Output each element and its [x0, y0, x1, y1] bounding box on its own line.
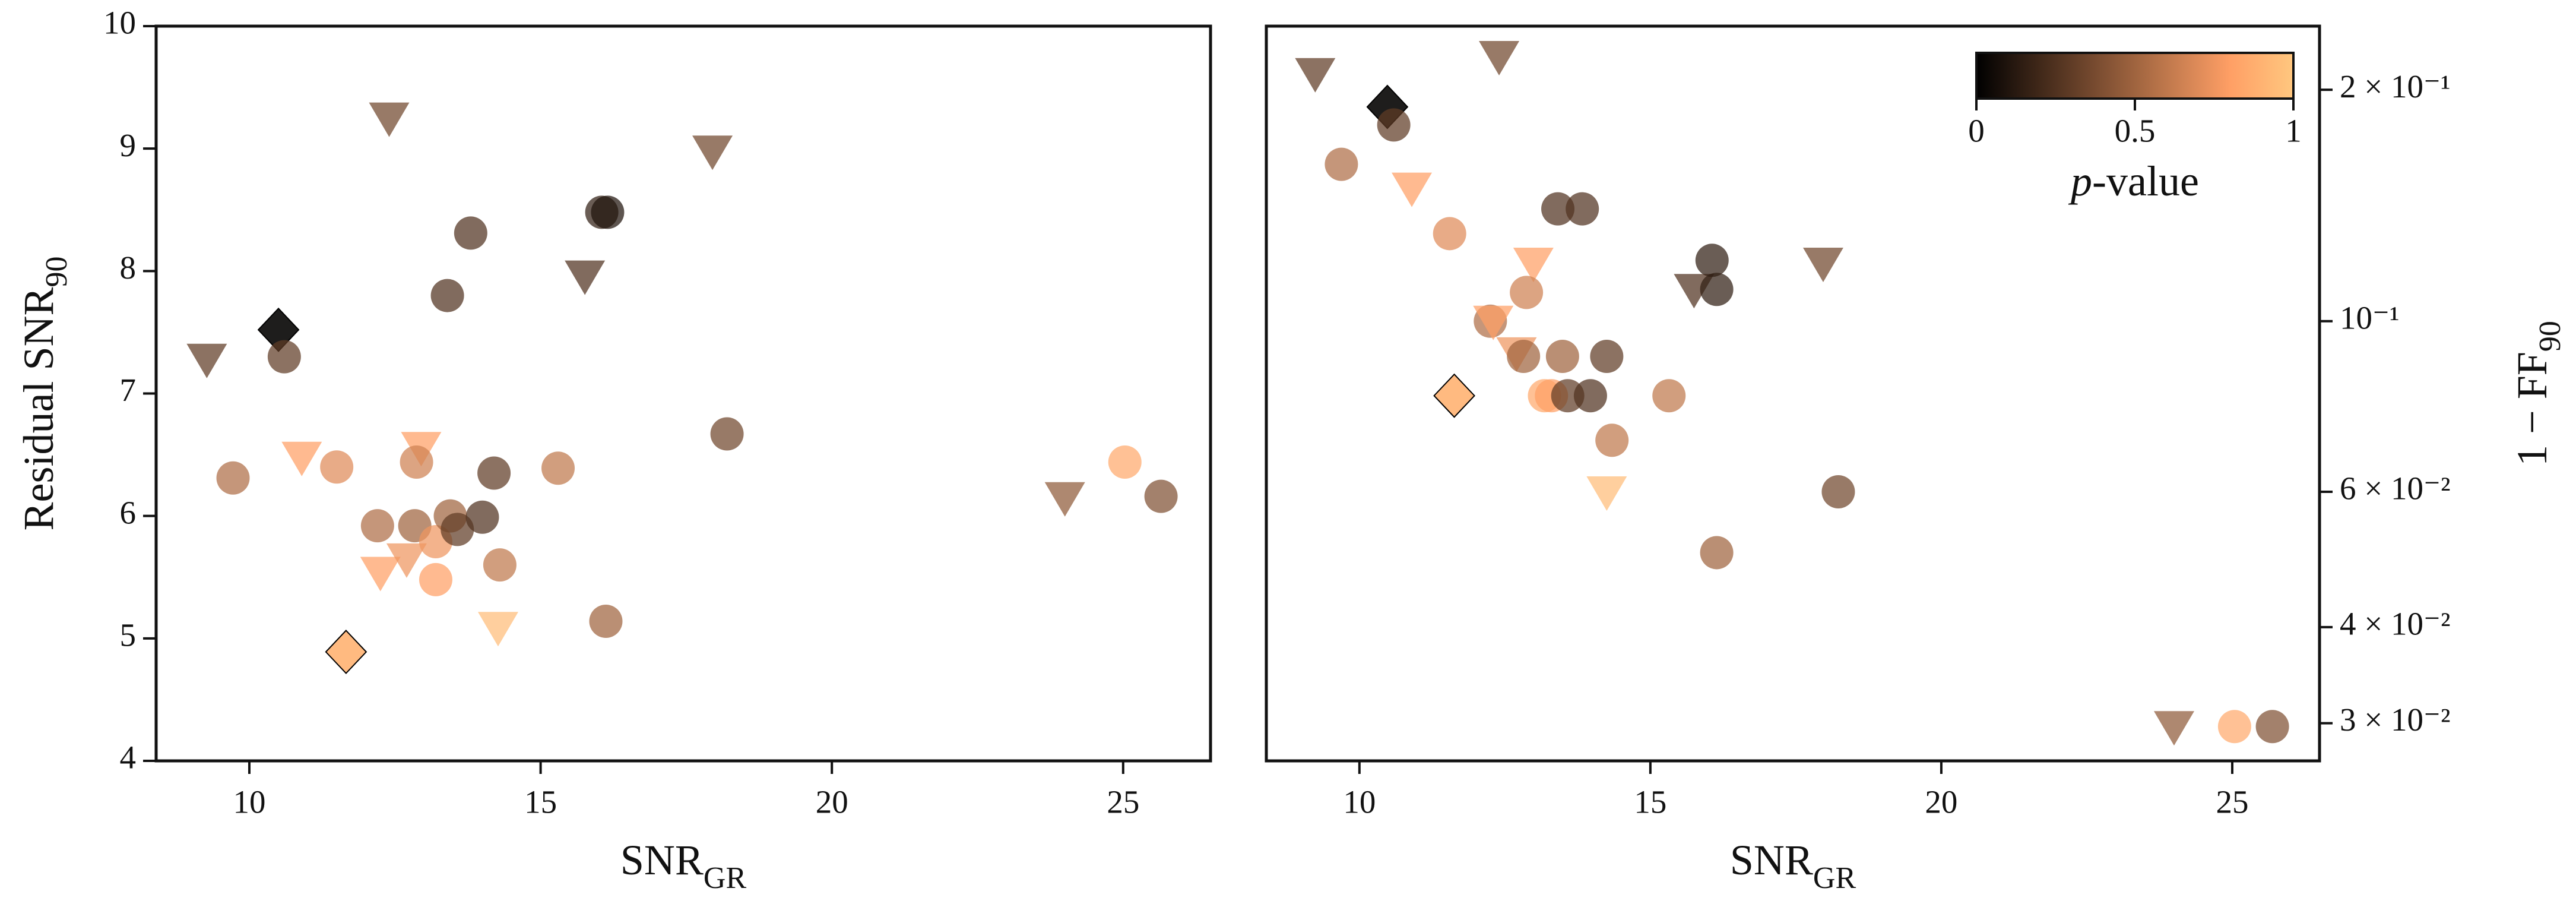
point-upper-limit: [369, 102, 410, 137]
y-tick-label: 3 × 10⁻²: [2340, 701, 2451, 738]
point: [1144, 479, 1178, 513]
y-tick-label: 7: [120, 372, 137, 408]
point: [1821, 475, 1855, 508]
x-tick-label: 25: [2216, 784, 2248, 820]
y-tick-label: 9: [120, 127, 137, 163]
point: [1700, 536, 1734, 570]
y-axis-label-main: 1 − FF: [2508, 352, 2556, 466]
x-axis-label-sub: GR: [1813, 861, 1856, 895]
point: [1541, 192, 1575, 226]
point: [465, 500, 499, 534]
point-upper-limit: [1513, 248, 1554, 283]
point: [1510, 276, 1544, 309]
point: [430, 279, 464, 312]
point: [483, 548, 517, 582]
point: [2217, 710, 2251, 744]
point: [1545, 340, 1579, 374]
point: [267, 340, 301, 374]
y-tick-label: 4 × 10⁻²: [2340, 606, 2451, 642]
point-upper-limit: [692, 135, 733, 170]
point: [1566, 192, 1599, 226]
plot-frame: [154, 24, 1212, 763]
point: [1695, 244, 1729, 277]
y-axis-label-sub: 90: [40, 256, 74, 287]
x-axis-label-main: SNR: [620, 836, 704, 884]
point: [1377, 108, 1411, 142]
y-tick-label: 4: [120, 739, 137, 776]
point: [320, 450, 354, 484]
point: [710, 417, 744, 451]
x-axis-label: SNRGR: [1730, 836, 1856, 896]
colorbar-tick-label: 1: [2285, 113, 2302, 149]
point: [1507, 340, 1541, 374]
plot-frame: [1265, 24, 2321, 763]
point: [1700, 273, 1734, 306]
x-tick-label: 10: [1343, 784, 1376, 820]
point-diamond: [325, 630, 367, 674]
x-tick-label: 25: [1107, 784, 1139, 820]
point: [477, 456, 511, 490]
y-tick-label: 6 × 10⁻²: [2340, 470, 2451, 507]
y-tick-label: 5: [120, 617, 137, 653]
point: [1108, 445, 1142, 479]
y-axis-label: 1 − FF90: [2508, 321, 2568, 466]
point: [1573, 379, 1607, 413]
point: [589, 604, 623, 638]
y-axis-label-main: Residual SNR: [15, 287, 62, 530]
point: [454, 216, 487, 250]
x-tick-label: 10: [233, 784, 265, 820]
colorbar-tick-label: 0: [1968, 113, 1985, 149]
point: [1433, 217, 1466, 251]
point-upper-limit: [386, 543, 427, 578]
point: [216, 461, 250, 495]
point-upper-limit: [281, 441, 322, 476]
y-tick-label: 2 × 10⁻¹: [2340, 68, 2451, 105]
y-tick-label: 10: [103, 5, 136, 41]
y-tick-label: 6: [120, 494, 137, 530]
point: [1325, 147, 1358, 181]
point-upper-limit: [1479, 41, 1520, 76]
point: [1590, 340, 1624, 374]
point: [2255, 710, 2289, 744]
point-upper-limit: [360, 557, 401, 592]
colorbar-label-symbol: p: [2068, 157, 2092, 205]
x-tick-label: 15: [524, 784, 557, 820]
point: [1595, 423, 1629, 457]
point-upper-limit: [2153, 711, 2194, 746]
colorbar-label: p-value: [2068, 157, 2199, 205]
y-axis-label-sub: 90: [2533, 321, 2567, 352]
colorbar-label-text: -value: [2092, 157, 2199, 205]
colorbar: [1975, 52, 2295, 100]
x-tick-label: 15: [1634, 784, 1666, 820]
point-upper-limit: [1044, 482, 1085, 517]
point-upper-limit: [477, 612, 518, 647]
point-upper-limit: [565, 260, 606, 295]
point-upper-limit: [1802, 248, 1843, 283]
x-axis-label: SNRGR: [620, 836, 747, 896]
point: [360, 509, 394, 543]
colorbar-tick-label: 0.5: [2115, 113, 2156, 149]
point: [591, 195, 625, 229]
x-axis-label-sub: GR: [704, 861, 747, 895]
point: [400, 445, 433, 479]
point: [1652, 379, 1686, 413]
point-upper-limit: [1473, 305, 1514, 340]
point-upper-limit: [1392, 172, 1433, 207]
point-diamond: [1433, 373, 1475, 418]
x-axis-label-main: SNR: [1730, 836, 1813, 884]
y-tick-label: 10⁻¹: [2340, 299, 2400, 336]
point: [419, 562, 452, 596]
point: [541, 451, 575, 485]
x-tick-label: 20: [816, 784, 848, 820]
point-upper-limit: [1295, 58, 1336, 93]
point-upper-limit: [186, 343, 227, 378]
x-tick-label: 20: [1925, 784, 1957, 820]
point: [441, 513, 474, 546]
y-tick-label: 8: [120, 249, 137, 286]
y-axis-label: Residual SNR90: [15, 256, 74, 530]
point-upper-limit: [1586, 476, 1627, 511]
